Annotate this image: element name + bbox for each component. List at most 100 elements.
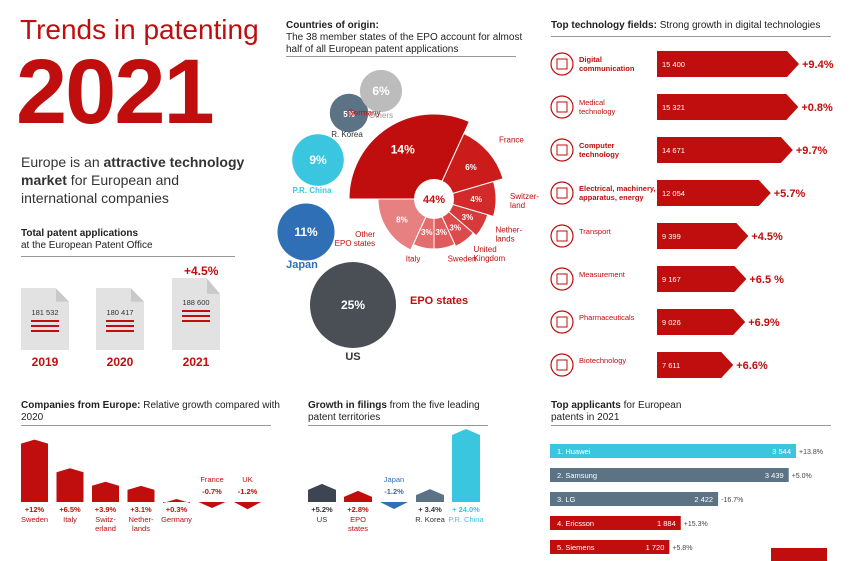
- tech-growth: +6.6%: [736, 360, 768, 372]
- leaf-icon-glyph: [556, 359, 568, 371]
- company-growth: +3.1%: [130, 505, 152, 514]
- pill-icon-glyph: [556, 316, 568, 328]
- document-line: [106, 330, 134, 332]
- thermometer-icon: [550, 267, 574, 291]
- applicant-bar: [550, 444, 796, 458]
- epo-segment-pct: 6%: [465, 163, 477, 172]
- filings-header: Growth in filings from the five leading …: [308, 400, 508, 424]
- applicant-name: 2. Samsung: [557, 471, 597, 480]
- filing-bar: [344, 490, 372, 502]
- tech-field-name: Pharmaceuticals: [579, 313, 635, 322]
- company-bar: [198, 502, 226, 508]
- filing-growth: +2.8%: [347, 505, 369, 514]
- applicants-chart: 1. Huawei 3 544 +13.8% 2. Samsung 3 439 +5.0%…: [550, 444, 823, 554]
- epo-segment-pct: 14%: [391, 142, 415, 156]
- tech-header: Top technology fields: Strong growth in …: [551, 20, 841, 32]
- companies-sub: Relative growth compared with 2020: [21, 400, 280, 423]
- filing-label: R. Korea: [415, 515, 445, 524]
- company-growth: +0.3%: [166, 505, 188, 514]
- total-apps-heading: Total patent applications: [21, 228, 139, 239]
- applicant-growth: -16.7%: [721, 497, 743, 504]
- tech-chart: Digital communication 15 400 +9.4% Medical te…: [550, 51, 834, 378]
- tech-field-name: Electrical, machinery, apparatus, energy: [579, 184, 656, 202]
- bubble-us: [310, 262, 396, 348]
- tech-growth: +0.8%: [801, 102, 833, 114]
- applicant-value: 1 720: [646, 543, 665, 552]
- filing-label: EPO states: [348, 515, 368, 533]
- epo-states-label: EPO states: [410, 295, 468, 307]
- tech-bar: [657, 137, 793, 163]
- document-year: 2019: [31, 355, 59, 369]
- applicant-value: 2 422: [694, 495, 713, 504]
- company-bar: [56, 468, 84, 502]
- origin-chart: 25% US 11% Japan 9% P.R. China 5% R. Korea 6% Oth…: [277, 69, 539, 363]
- epo-segment-0: [348, 113, 470, 200]
- leaf-icon: [550, 353, 574, 377]
- epo-center-ring: [414, 179, 454, 219]
- epo-center-pct: 44%: [423, 194, 445, 206]
- epo-segment-2: [432, 180, 497, 218]
- tech-bar-value: 9 167: [662, 275, 681, 284]
- bubble-label: P.R. China: [293, 186, 333, 195]
- bubble-label: R. Korea: [331, 130, 363, 139]
- document-value: 181 532: [31, 308, 59, 317]
- bubble-r-korea: [329, 93, 369, 133]
- filing-label: US: [317, 515, 327, 524]
- company-bar: [234, 502, 261, 510]
- tech-field-name: Measurement: [579, 270, 626, 279]
- epo-segment-label: Switzer-land: [510, 192, 539, 210]
- epo-segment-label: France: [499, 136, 524, 145]
- year-heading: 2021: [16, 41, 215, 143]
- filing-bar: [380, 502, 408, 509]
- document-line: [182, 315, 210, 317]
- bubble-japan: [277, 203, 335, 261]
- document-line: [106, 325, 134, 327]
- filings-sub: from the five leading patent territories: [308, 400, 480, 423]
- tech-bar: [657, 223, 749, 249]
- document-line: [182, 320, 210, 322]
- document-line: [182, 310, 210, 312]
- tagline-post: for European and international companies: [21, 172, 180, 206]
- chip-icon: [550, 52, 574, 76]
- filing-label: Japan: [384, 475, 404, 484]
- company-growth: -0.7%: [202, 487, 222, 496]
- applicant-name: 4. Ericsson: [557, 519, 594, 528]
- applicant-bar: [550, 492, 719, 506]
- company-growth: +6.5%: [59, 505, 81, 514]
- epo-segment-label: Other EPO states: [335, 230, 376, 248]
- tech-field-name: Digital communication: [579, 55, 635, 73]
- bubble-label: Japan: [286, 259, 318, 271]
- filings-heading: Growth in filings: [308, 400, 387, 411]
- filing-growth: -1.2%: [384, 487, 404, 496]
- car-icon: [550, 224, 574, 248]
- filing-bar: [308, 483, 336, 502]
- computer-icon: [550, 138, 574, 162]
- epo-segment-label: Nether-lands: [495, 226, 522, 244]
- filing-growth: + 24.0%: [452, 505, 480, 514]
- document-line: [31, 320, 59, 322]
- applicant-value: 1 884: [657, 519, 676, 528]
- applicants-heading: Top applicants: [551, 400, 621, 411]
- epo-segment-pct: 3%: [435, 228, 447, 237]
- company-label: France: [200, 475, 223, 484]
- computer-icon-glyph: [556, 144, 568, 156]
- epo-segment-label: Italy: [406, 255, 421, 264]
- pill-icon: [550, 310, 574, 334]
- epo-segment-label: Sweden: [448, 255, 477, 264]
- applicant-bar: [550, 516, 681, 530]
- document-line: [31, 325, 59, 327]
- document-line: [106, 320, 134, 322]
- company-bar: [92, 481, 119, 502]
- company-bar: [127, 485, 155, 502]
- tech-bar-value: 15 400: [662, 60, 685, 69]
- filing-bar: [416, 489, 444, 502]
- epo-segment-1: [433, 132, 504, 200]
- bubble-pct: 6%: [372, 84, 390, 98]
- companies-heading: Companies from Europe:: [21, 400, 141, 411]
- tech-bar: [657, 352, 734, 378]
- company-label: UK: [242, 475, 252, 484]
- company-growth: +12%: [25, 505, 45, 514]
- tech-growth: +6.5 %: [749, 274, 784, 286]
- applicant-value: 3 439: [765, 471, 784, 480]
- tech-bar-value: 14 671: [662, 146, 685, 155]
